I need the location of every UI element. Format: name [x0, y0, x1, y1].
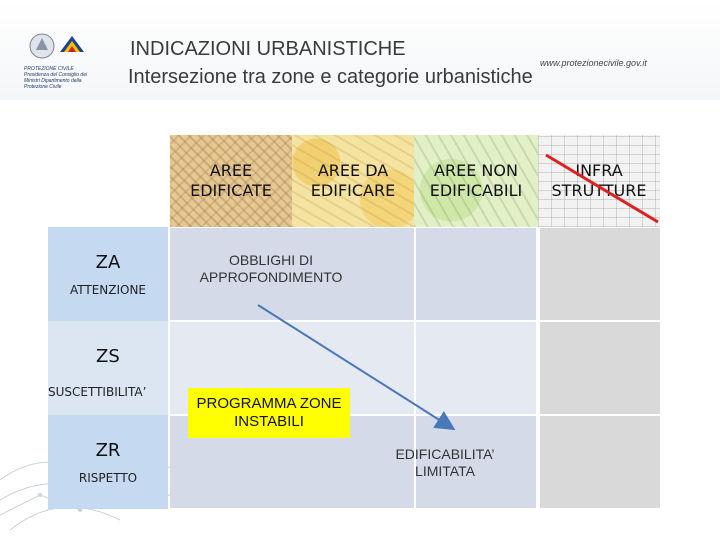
- row-name-zs: SUSCETTIBILITA’: [48, 385, 147, 399]
- logo-text: PROTEZIONE CIVILE Presidenza del Consigl…: [24, 66, 88, 90]
- protezione-civile-logo-icon: [29, 33, 84, 59]
- column-header-aree-non-edificabili: AREE NON EDIFICABILI: [414, 135, 538, 227]
- row-header-za: ZA ATTENZIONE: [48, 227, 168, 321]
- edificabilita-label: EDIFICABILITA’ LIMITATA: [395, 446, 495, 479]
- column-header-aree-da-edificare: AREE DA EDIFICARE: [292, 135, 414, 227]
- column-label: AREE NON EDIFICABILI: [429, 161, 523, 200]
- grid-cell: [416, 416, 536, 508]
- row-code-zs: ZS: [96, 346, 120, 367]
- grid-cell: [416, 322, 536, 414]
- programma-zone-instabili-box: PROGRAMMA ZONE INSTABILI: [188, 388, 350, 438]
- obblighi-label: OBBLIGHI DI APPROFONDIMENTO: [199, 252, 343, 285]
- grid-cell: [416, 228, 536, 320]
- column-label: AREE DA EDIFICARE: [310, 161, 396, 200]
- grid-cell: [540, 322, 660, 414]
- row-header-zs: [48, 321, 168, 415]
- grid-cell: [540, 416, 660, 508]
- row-header-zr: ZR RISPETTO: [48, 415, 168, 509]
- column-label: INFRA STRUTTURE: [551, 161, 647, 200]
- row-code: ZA: [95, 251, 121, 273]
- header-bar: [0, 0, 720, 100]
- row-name: RISPETTO: [78, 470, 138, 485]
- grid-cell: [540, 228, 660, 320]
- column-header-aree-edificate: AREE EDIFICATE: [170, 135, 292, 227]
- row-code: ZR: [95, 439, 121, 461]
- page-subtitle: Intersezione tra zone e categorie urbani…: [128, 66, 533, 88]
- page-title: INDICAZIONI URBANISTICHE: [130, 38, 406, 60]
- row-name: ATTENZIONE: [69, 282, 147, 297]
- site-url: www.protezionecivile.gov.it: [540, 58, 647, 68]
- column-label: AREE EDIFICATE: [190, 161, 272, 200]
- column-header-infrastrutture: INFRA STRUTTURE: [538, 135, 660, 227]
